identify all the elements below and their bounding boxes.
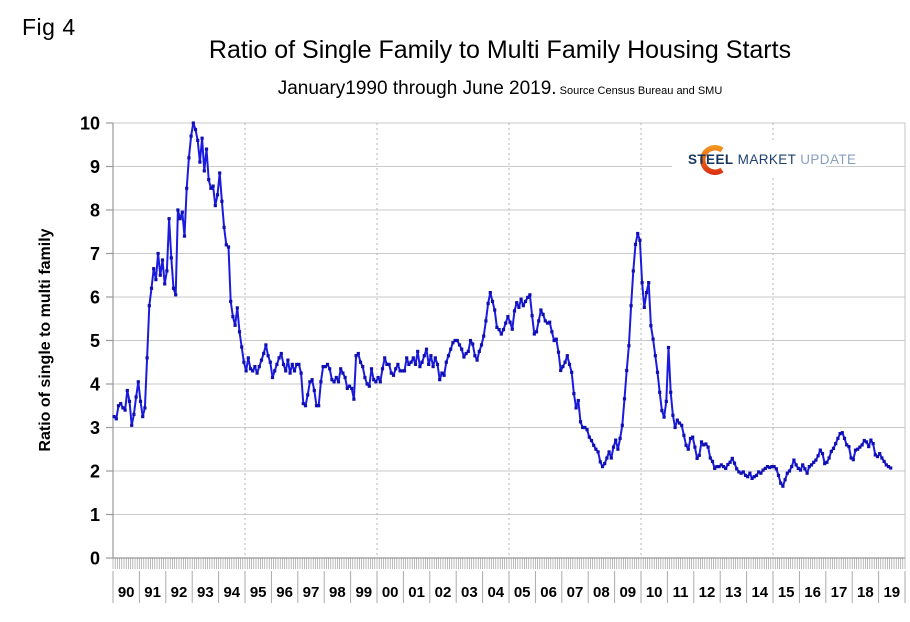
steel-market-update-logo: STEEL MARKET UPDATE — [672, 142, 856, 178]
logo-text: STEEL MARKET UPDATE — [672, 142, 856, 178]
subtitle-source: Source Census Bureau and SMU — [556, 85, 723, 97]
x-tick-label: 02 — [435, 584, 452, 601]
x-tick-label: 12 — [699, 584, 716, 601]
y-tick-label: 6 — [90, 288, 100, 308]
x-tick-label: 93 — [197, 584, 214, 601]
subtitle-date-range: January1990 through June 2019. — [277, 78, 557, 99]
y-tick-label: 7 — [90, 244, 100, 264]
x-tick-label: 00 — [382, 584, 399, 601]
chart-title: Ratio of Single Family to Multi Family H… — [208, 36, 792, 64]
y-tick-label: 2 — [90, 462, 100, 482]
chart-subtitle: January1990 through June 2019. Source Ce… — [90, 78, 910, 100]
x-tick-label: 18 — [857, 584, 874, 601]
x-tick-label: 01 — [408, 584, 425, 601]
figure-number-label: Fig 4 — [22, 14, 76, 40]
y-tick-label: 10 — [80, 114, 100, 134]
y-tick-label: 5 — [90, 331, 100, 351]
x-tick-label: 06 — [540, 584, 557, 601]
x-tick-label: 99 — [355, 584, 372, 601]
y-tick-label: 3 — [90, 418, 100, 438]
x-axis-year-labels: 90 91 92 93 94 95 96 97 98 99 00 01 02 03 04 05 06 07 08 09… — [112, 571, 906, 603]
monthly-minor-ticks — [112, 558, 906, 569]
y-tick-label: 9 — [90, 157, 100, 177]
x-tick-label: 17 — [831, 584, 848, 601]
x-tick-label: 03 — [461, 584, 478, 601]
x-tick-label: 94 — [223, 584, 240, 601]
x-tick-label: 05 — [514, 584, 531, 601]
logo-word-update: UPDATE — [800, 152, 857, 167]
x-tick-label: 97 — [303, 584, 320, 601]
logo-word-market: MARKET — [737, 152, 797, 167]
y-tick-label: 8 — [90, 201, 100, 221]
x-tick-label: 13 — [725, 584, 742, 601]
x-tick-label: 91 — [144, 584, 161, 601]
y-tick-label: 0 — [90, 549, 100, 569]
logo-crescent-icon — [700, 145, 724, 175]
x-tick-label: 09 — [619, 584, 636, 601]
x-tick-label: 08 — [593, 584, 610, 601]
x-tick-label: 98 — [329, 584, 346, 601]
y-tick-label: 4 — [90, 375, 100, 395]
x-tick-label: 16 — [804, 584, 821, 601]
data-point-markers — [112, 121, 893, 488]
x-tick-label: 92 — [171, 584, 188, 601]
x-tick-label: 07 — [567, 584, 584, 601]
x-tick-label: 90 — [118, 584, 135, 601]
y-tick-label: 1 — [90, 505, 100, 525]
x-tick-label: 95 — [250, 584, 267, 601]
x-tick-label: 11 — [673, 584, 689, 601]
logo-word-steel: STEEL — [688, 152, 734, 167]
x-tick-label: 04 — [487, 584, 504, 601]
x-tick-label: 96 — [276, 584, 293, 601]
x-tick-label: 14 — [751, 584, 768, 601]
gridlines — [113, 122, 905, 558]
x-tick-label: 19 — [883, 584, 900, 601]
x-tick-label: 15 — [778, 584, 795, 601]
x-tick-label: 10 — [646, 584, 663, 601]
